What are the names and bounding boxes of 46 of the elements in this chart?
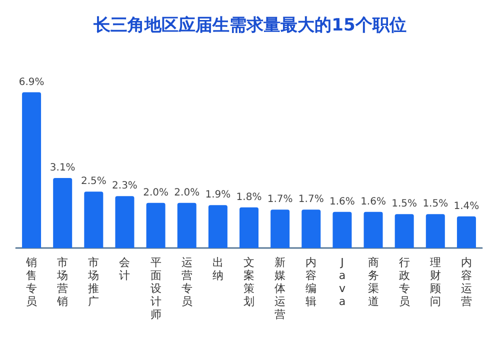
bar: [177, 202, 196, 248]
bar: [208, 205, 228, 248]
data-label: 2.3%: [112, 180, 138, 192]
data-label: 2.5%: [80, 176, 106, 188]
data-label: 1.9%: [205, 190, 231, 201]
bar: [364, 212, 383, 248]
data-label: 1.4%: [454, 200, 480, 212]
x-tick-label: 会计: [119, 256, 130, 282]
x-tick-label: 内容运营: [460, 256, 472, 308]
x-tick-label: 行政专员: [398, 256, 410, 308]
data-label: 1.6%: [329, 196, 355, 208]
x-tick-label: 新媒体运营: [274, 256, 286, 321]
data-label: 1.7%: [267, 194, 293, 206]
x-tick-label: 商务渠道: [368, 256, 379, 308]
bar: [332, 212, 352, 248]
bar: [394, 214, 414, 248]
bar: [426, 214, 445, 248]
bar: [146, 202, 166, 248]
x-tick-label: 销售专员: [25, 256, 38, 308]
bar: [115, 196, 134, 248]
data-label: 1.8%: [236, 192, 262, 203]
bar: [84, 192, 104, 248]
data-label: 3.1%: [50, 162, 76, 174]
data-label: 1.5%: [422, 198, 448, 210]
x-tick-label: 运营专员: [181, 256, 192, 308]
chart-title: 长三角地区应届生需求量最大的15个职位: [92, 16, 406, 36]
bar: [302, 210, 321, 248]
x-tick-label: 理财顾问: [430, 256, 441, 308]
x-tick-label: 出纳: [212, 256, 224, 282]
x-tick-label: Java: [338, 256, 346, 308]
bar: [456, 216, 476, 248]
x-tick-label: 市场营销: [56, 256, 68, 308]
data-label: 1.7%: [298, 194, 324, 206]
data-label: 6.9%: [18, 76, 44, 88]
x-tick-label: 内容编辑: [306, 256, 317, 308]
x-tick-label: 市场推广: [87, 256, 100, 308]
data-label: 2.0%: [143, 187, 169, 198]
x-tick-label: 平面设计师: [150, 256, 162, 321]
bar: [270, 210, 290, 248]
bar: [22, 92, 42, 248]
bar: [53, 178, 72, 248]
data-label: 1.6%: [360, 196, 386, 208]
bar: [240, 207, 258, 248]
x-tick-label: 文案策划: [244, 256, 254, 308]
data-label: 2.0%: [174, 187, 200, 198]
data-label: 1.5%: [392, 198, 418, 210]
